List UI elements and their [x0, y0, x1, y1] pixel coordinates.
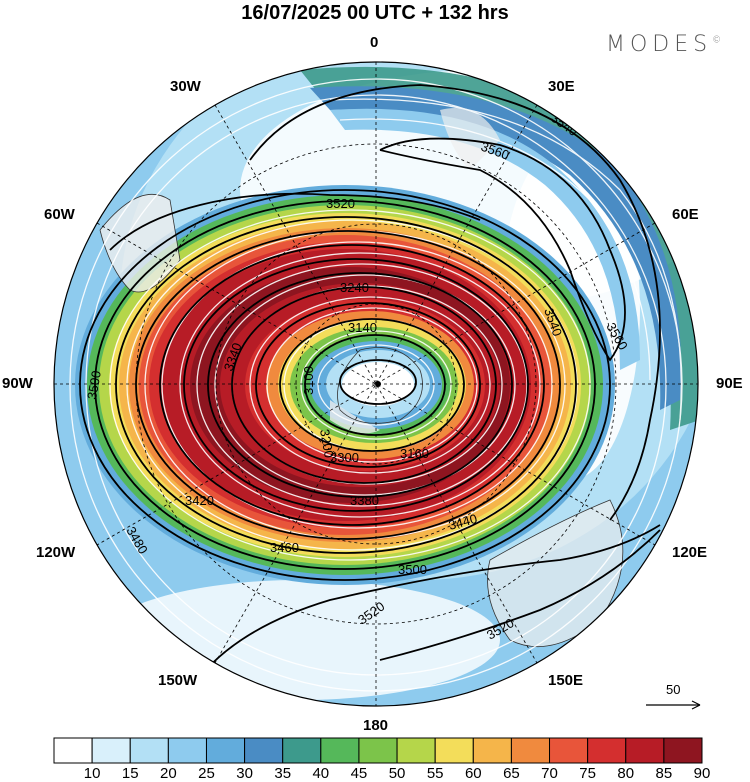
brand-text: MODES: [606, 32, 713, 57]
colorbar-swatch: [510, 737, 551, 764]
colorbar-swatch: [167, 737, 207, 764]
map-title: 16/07/2025 00 UTC + 132 hrs: [241, 2, 509, 24]
colorbar-tick-label: 55: [426, 765, 444, 782]
copyright-mark: ©: [712, 35, 722, 46]
colorbar-tick-label: 20: [160, 765, 177, 782]
colorbar-swatch: [625, 737, 665, 764]
colorbar-swatch: [358, 737, 398, 764]
colorbar-swatch: [587, 737, 627, 764]
colorbar-tick-label: 85: [655, 765, 673, 782]
colorbar-tick-label: 50: [388, 765, 406, 782]
colorbar-tick-label: 90: [693, 765, 711, 782]
colorbar-swatch: [282, 737, 322, 764]
colorbar-swatch: [396, 737, 436, 764]
map-boundary: [53, 61, 699, 707]
contour-label: 3200: [317, 428, 337, 459]
meridian-label-120w: 120W: [36, 544, 76, 561]
colorbar-swatch: [129, 737, 169, 764]
colorbar-swatch: [434, 737, 474, 764]
colorbar-tick-label: 75: [579, 765, 596, 782]
wind-speed-field: 3540 3560 3520 3500 3480 3460 3440 3420 …: [54, 62, 698, 706]
meridian-label-60e: 60E: [672, 206, 699, 223]
contour-label: 3300: [330, 450, 359, 465]
meridian-label-0: 0: [370, 34, 379, 51]
meridian-label-150e: 150E: [548, 672, 584, 689]
colorbar-tick-label: 60: [464, 765, 482, 782]
colorbar-swatch: [663, 737, 703, 764]
colorbar-tick-label: 10: [83, 765, 101, 782]
contour-label: 3140: [348, 320, 377, 335]
colorbar-tick-label: 25: [198, 765, 215, 782]
modes-logo: MODES©: [606, 32, 721, 57]
contour-label: 3240: [340, 280, 369, 295]
meridian-label-90w: 90W: [2, 375, 33, 392]
colorbar-tick-label: 40: [312, 765, 330, 782]
pole-marker: [375, 381, 381, 387]
colorbar-swatch: [320, 737, 360, 764]
meridian-label-60w: 60W: [44, 206, 75, 223]
wind-reference-arrow: [646, 700, 701, 710]
colorbar-tick-label: 15: [121, 765, 139, 782]
colorbar-swatch: [472, 737, 512, 764]
contour-label: 3520: [326, 196, 355, 211]
wind-reference-label: 50: [666, 682, 681, 697]
contour-label: 3160: [400, 446, 429, 461]
colorbar: [53, 737, 703, 764]
colorbar-tick-label: 30: [236, 765, 253, 782]
colorbar-swatch: [91, 737, 131, 764]
height-contours: [79, 84, 661, 691]
meridian-label-120e: 120E: [672, 544, 708, 561]
meridian-label-180: 180: [363, 717, 389, 734]
meridian-label-90e: 90E: [716, 375, 743, 392]
colorbar-swatch: [53, 737, 93, 764]
contour-label: 3500: [398, 562, 427, 577]
meridian-label-30e: 30E: [548, 78, 575, 95]
contour-label: 3420: [185, 493, 214, 508]
meridian-label-150w: 150W: [158, 672, 198, 689]
colorbar-tick-label: 70: [541, 765, 558, 782]
contour-label: 3500: [84, 369, 104, 400]
colorbar-tick-label: 45: [350, 765, 368, 782]
contour-label: 3440: [447, 511, 479, 533]
contour-label: 3100: [301, 366, 316, 395]
contour-label: 3460: [270, 540, 299, 555]
colorbar-swatch: [205, 737, 246, 764]
colorbar-tick-label: 35: [274, 765, 292, 782]
colorbar-tick-label: 80: [617, 765, 635, 782]
colorbar-tick-label: 65: [503, 765, 520, 782]
colorbar-swatch: [549, 737, 589, 764]
meridian-label-30w: 30W: [170, 78, 201, 95]
contour-label: 3380: [350, 493, 379, 508]
colorbar-swatch: [244, 737, 284, 764]
